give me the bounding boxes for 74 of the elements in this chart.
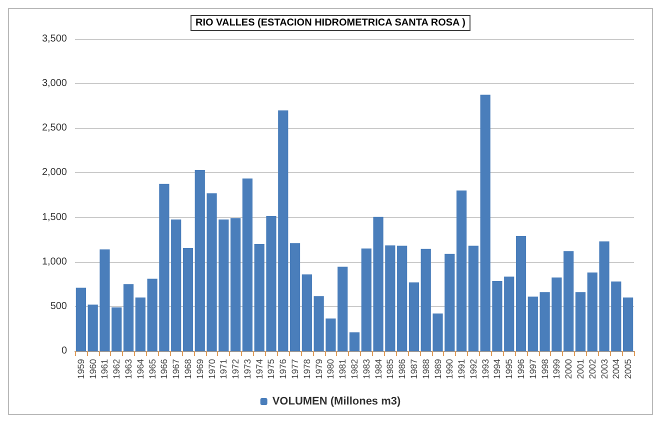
x-tick-label: 2005 <box>623 359 634 380</box>
bar <box>575 292 586 351</box>
x-tick-label: 1971 <box>218 359 229 380</box>
bar <box>468 246 478 351</box>
x-tick-label: 1992 <box>468 359 478 380</box>
x-tick-label: 1990 <box>444 359 455 380</box>
x-tick-label: 1975 <box>266 359 276 380</box>
x-tick-label: 1979 <box>314 359 324 380</box>
bar <box>349 332 360 351</box>
x-tick-label: 1986 <box>397 359 408 380</box>
x-tick-label: 1987 <box>408 359 419 380</box>
x-tick-label: 1994 <box>492 359 502 380</box>
y-tick-label: 3,000 <box>42 78 68 90</box>
bar <box>516 236 526 351</box>
bar <box>623 298 634 351</box>
x-tick-label: 1982 <box>350 359 360 380</box>
y-tick-label: 1,000 <box>42 256 68 268</box>
bar <box>456 190 467 351</box>
x-tick-label: 1998 <box>540 359 550 380</box>
x-tick-label: 1959 <box>76 359 86 380</box>
bar <box>564 251 574 351</box>
x-tick-label: 1970 <box>206 359 217 380</box>
y-tick-label: 500 <box>50 300 68 312</box>
x-tick-label: 1988 <box>420 359 431 380</box>
bar <box>230 218 241 351</box>
bar <box>302 274 312 351</box>
x-tick-label: 1962 <box>112 359 122 380</box>
bar <box>182 248 194 351</box>
bar <box>290 243 300 351</box>
y-tick-label: 3,500 <box>42 34 68 44</box>
x-tick-label: 1983 <box>361 359 372 380</box>
bar <box>135 298 146 351</box>
x-tick-label: 1985 <box>385 359 396 380</box>
bar <box>397 246 408 351</box>
bar <box>76 288 86 351</box>
x-tick-label: 1993 <box>480 359 490 380</box>
x-tick-label: 1969 <box>194 359 205 380</box>
chart-title: RIO VALLES (ESTACION HIDROMETRICA SANTA ROSA ) <box>196 18 466 28</box>
x-tick-label: 1984 <box>373 359 384 380</box>
x-tick-label: 1968 <box>182 359 193 380</box>
y-tick-label: 2,500 <box>42 122 68 134</box>
x-tick-label: 2003 <box>599 359 610 380</box>
x-tick-label: 1974 <box>254 359 264 380</box>
x-tick-label: 1977 <box>290 359 300 380</box>
x-tick-label: 1960 <box>88 359 98 380</box>
x-tick-label: 1963 <box>124 359 134 380</box>
x-tick-label: 1964 <box>135 359 146 380</box>
x-tick-label: 1978 <box>302 359 312 380</box>
y-tick-label: 1,500 <box>42 212 68 223</box>
bar <box>123 284 134 351</box>
x-tick-label: 1989 <box>432 359 443 380</box>
x-tick-label: 2004 <box>611 359 622 380</box>
x-tick-label: 1972 <box>230 359 241 380</box>
x-tick-label: 1991 <box>456 359 467 380</box>
y-tick-label: 2,000 <box>42 167 68 178</box>
x-tick-label: 2001 <box>575 359 586 380</box>
bar <box>242 178 253 351</box>
x-tick-label: 1967 <box>171 359 182 380</box>
x-tick-label: 1997 <box>528 359 538 380</box>
x-tick-label: 1966 <box>159 359 170 380</box>
x-tick-label: 1980 <box>326 359 336 380</box>
x-tick-label: 1961 <box>100 359 110 380</box>
x-tick-label: 2002 <box>587 359 598 380</box>
x-tick-label: 2000 <box>564 359 574 380</box>
x-tick-label: 1973 <box>242 359 252 380</box>
x-tick-label: 1981 <box>338 359 348 380</box>
x-tick-label: 1999 <box>552 359 562 380</box>
x-tick-label: 1965 <box>147 359 158 380</box>
bar <box>408 282 420 351</box>
x-tick-label: 1976 <box>278 359 288 380</box>
y-tick-label: 0 <box>61 346 68 356</box>
legend-label: VOLUMEN (Millones m3) <box>272 396 402 408</box>
x-tick-label: 1995 <box>504 359 514 380</box>
x-tick-label: 1996 <box>516 359 526 380</box>
